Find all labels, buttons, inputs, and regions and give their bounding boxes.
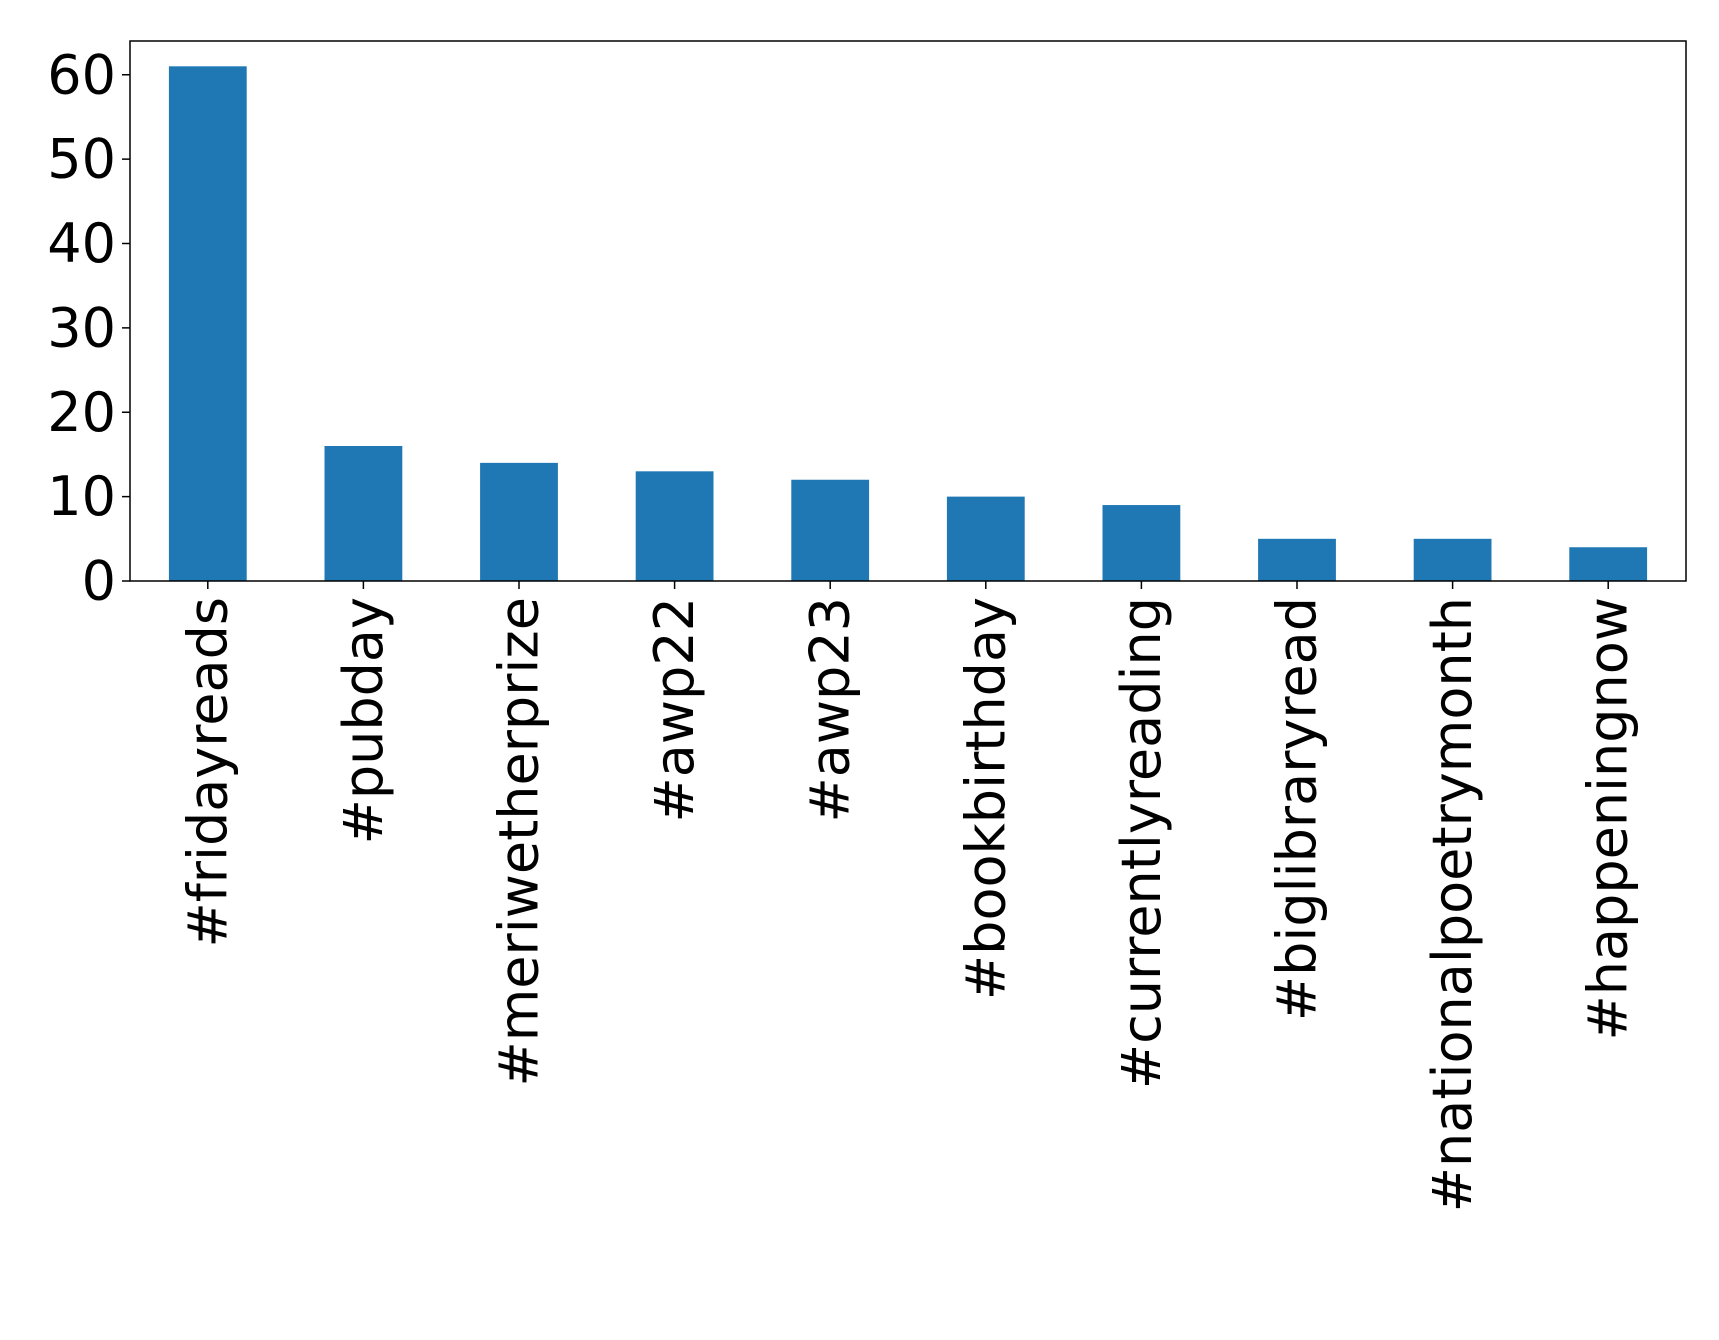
x-tick-label: #awp22: [643, 597, 706, 823]
bar-nationalpoetrymonth: [1413, 538, 1492, 581]
x-axis: #fridayreads #pubday #meriwetherprize #awp2…: [176, 581, 1640, 1212]
y-tick-label: 40: [47, 212, 116, 275]
bar-biglibraryread: [1258, 538, 1336, 581]
x-tick-label: #currentlyreading: [1110, 597, 1173, 1089]
y-tick-label: 10: [47, 465, 116, 528]
y-tick-label: 30: [47, 296, 116, 359]
bar-currentlyreading: [1102, 505, 1181, 581]
plot-frame: [129, 40, 1687, 582]
y-tick-label: 50: [47, 128, 116, 191]
y-tick-label: 60: [47, 43, 116, 106]
bar-bookbirthday: [946, 496, 1025, 581]
x-tick-label: #biglibraryread: [1266, 597, 1329, 1021]
x-tick-label: #meriwetherprize: [488, 597, 551, 1087]
bar-awp22: [635, 471, 714, 581]
bars-group: [168, 66, 1648, 581]
y-axis: 0 10 20 30 40 50 60: [47, 43, 130, 613]
x-tick-label: #fridayreads: [176, 597, 239, 948]
bar-pubday: [324, 446, 403, 581]
x-tick-label: #happeningnow: [1577, 597, 1640, 1041]
bar-happeningnow: [1569, 547, 1648, 581]
x-tick-label: #nationalpoetrymonth: [1421, 597, 1484, 1212]
bar-meriwetherprize: [480, 462, 558, 581]
y-tick-label: 20: [47, 381, 116, 444]
x-tick-label: #awp23: [799, 597, 862, 823]
bar-fridayreads: [168, 66, 247, 581]
x-tick-label: #bookbirthday: [954, 597, 1017, 1000]
y-tick-label: 0: [82, 550, 116, 613]
bar-awp23: [791, 479, 870, 581]
x-tick-label: #pubday: [332, 597, 395, 844]
